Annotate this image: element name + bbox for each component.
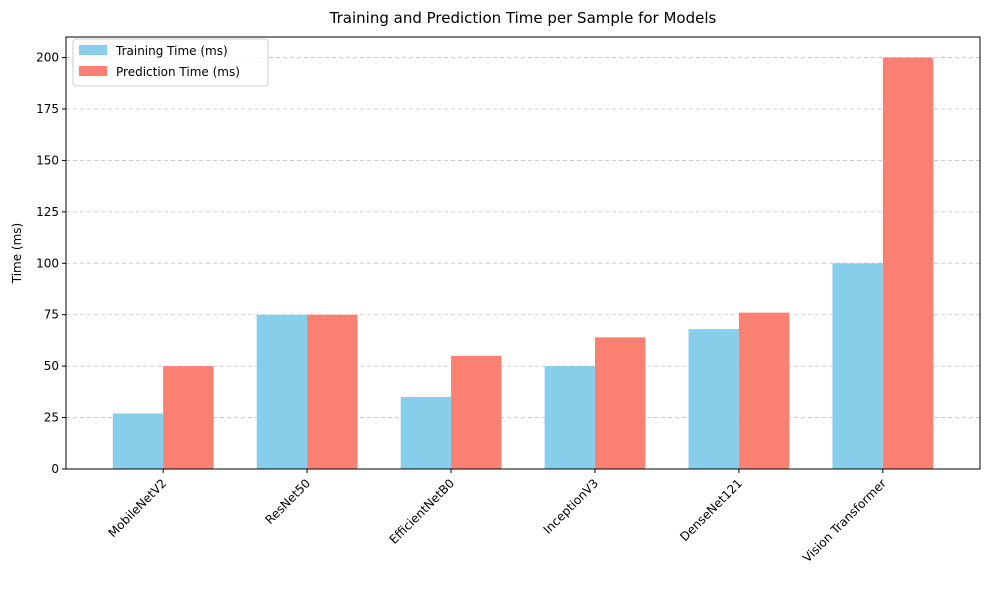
bars (112, 57, 934, 469)
bar-prediction-0 (163, 366, 214, 469)
chart-title: Training and Prediction Time per Sample … (329, 9, 717, 27)
x-tick-label: DenseNet121 (677, 476, 745, 544)
legend-box (72, 38, 269, 87)
y-tick-label: 100 (36, 256, 59, 270)
y-axis-label: Time (ms) (10, 223, 24, 285)
bar-training-2 (400, 397, 452, 469)
x-tick-label: Vision Transformer (800, 476, 889, 565)
bar-prediction-1 (307, 314, 358, 469)
y-tick-label: 25 (44, 411, 59, 425)
bar-training-4 (688, 329, 739, 469)
y-tick-label: 125 (36, 205, 59, 219)
x-tick-label: InceptionV3 (541, 476, 602, 537)
y-tick-label: 200 (36, 51, 59, 65)
x-tick-label: ResNet50 (262, 476, 313, 527)
legend-label: Training Time (ms) (115, 44, 228, 58)
bar-prediction-3 (594, 337, 646, 469)
y-tick-label: 75 (44, 308, 59, 322)
bar-prediction-4 (738, 312, 790, 469)
bar-training-3 (544, 366, 595, 469)
x-tick-label: MobileNetV2 (105, 476, 169, 540)
y-tick-label: 150 (36, 153, 59, 167)
legend: Training Time (ms) Prediction Time (ms) (72, 38, 269, 87)
bar-prediction-5 (882, 57, 934, 469)
y-tick-label: 0 (51, 462, 59, 476)
y-tick-label: 175 (36, 102, 59, 116)
bar-training-5 (832, 263, 883, 469)
x-tick-label: EfficientNetB0 (387, 476, 458, 547)
legend-swatch (79, 45, 107, 55)
bar-training-1 (256, 314, 308, 469)
y-tick-label: 50 (44, 359, 59, 373)
legend-swatch (79, 66, 107, 76)
bar-prediction-2 (451, 355, 502, 469)
plot-frame (65, 36, 981, 470)
legend-label: Prediction Time (ms) (116, 65, 240, 79)
bar-training-0 (112, 413, 164, 469)
